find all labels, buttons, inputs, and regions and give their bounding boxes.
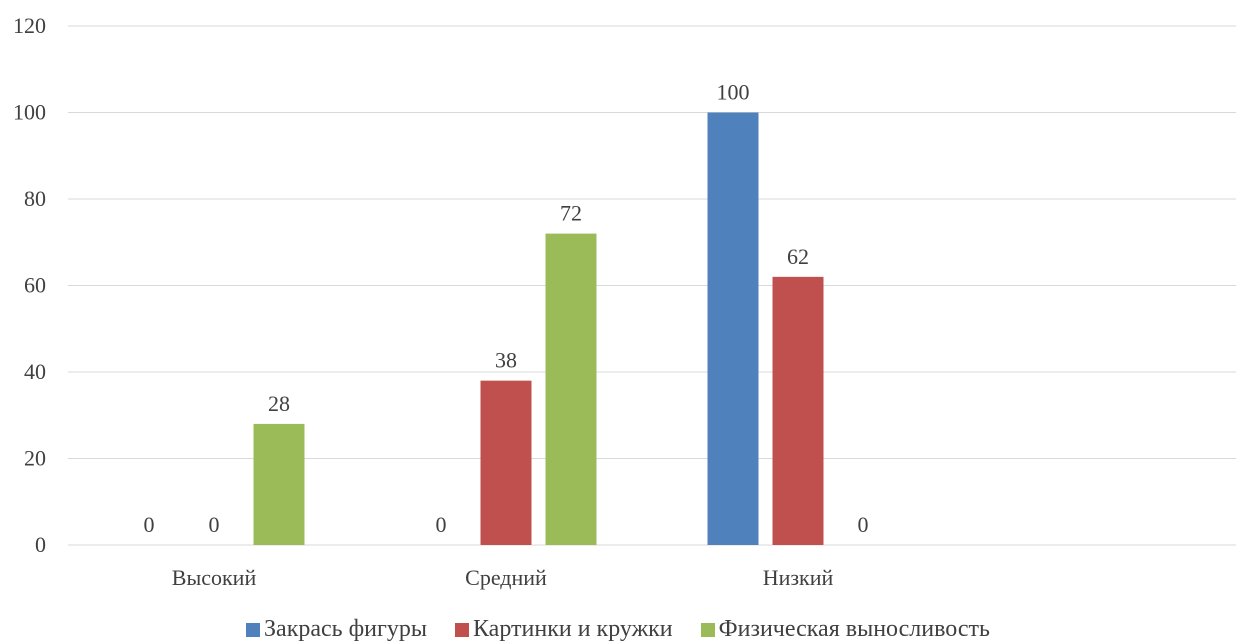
data-label: 38 — [495, 348, 517, 373]
x-tick-label: Средний — [465, 565, 547, 590]
legend-label-series-1: Закрась фигуры — [264, 616, 427, 642]
chart-legend: Закрась фигуры Картинки и кружки Физичес… — [0, 616, 1236, 643]
y-tick-label: 80 — [24, 186, 46, 211]
data-label: 100 — [717, 80, 750, 105]
legend-item-series-1: Закрась фигуры — [246, 616, 427, 643]
y-tick-label: 0 — [35, 532, 46, 557]
legend-item-series-2: Картинки и кружки — [454, 616, 673, 643]
data-label: 0 — [209, 512, 220, 537]
legend-label-series-3: Физическая выносливость — [718, 616, 990, 642]
data-label: 28 — [268, 391, 290, 416]
y-tick-label: 120 — [13, 13, 46, 38]
data-label: 0 — [436, 512, 447, 537]
data-label: 62 — [787, 244, 809, 269]
data-label: 72 — [560, 201, 582, 226]
bar — [772, 276, 824, 545]
bar — [480, 380, 532, 545]
y-tick-label: 100 — [13, 100, 46, 125]
y-tick-label: 60 — [24, 273, 46, 298]
bar — [545, 233, 597, 545]
y-tick-label: 40 — [24, 359, 46, 384]
data-label: 0 — [858, 512, 869, 537]
data-label: 0 — [144, 512, 155, 537]
legend-swatch-series-2 — [454, 622, 469, 637]
y-tick-label: 20 — [24, 446, 46, 471]
legend-swatch-series-1 — [246, 622, 261, 637]
legend-swatch-series-3 — [700, 622, 715, 637]
x-tick-label: Высокий — [172, 565, 257, 590]
bar — [707, 112, 759, 545]
bar — [253, 423, 305, 545]
legend-label-series-2: Картинки и кружки — [472, 616, 673, 642]
x-tick-label: Низкий — [763, 565, 834, 590]
legend-item-series-3: Физическая выносливость — [700, 616, 990, 643]
bar-chart-plot: 0 20 40 60 80 100 120 Высокий 0 0 28 Средний 0 38 72 Ни… — [13, 13, 1236, 590]
